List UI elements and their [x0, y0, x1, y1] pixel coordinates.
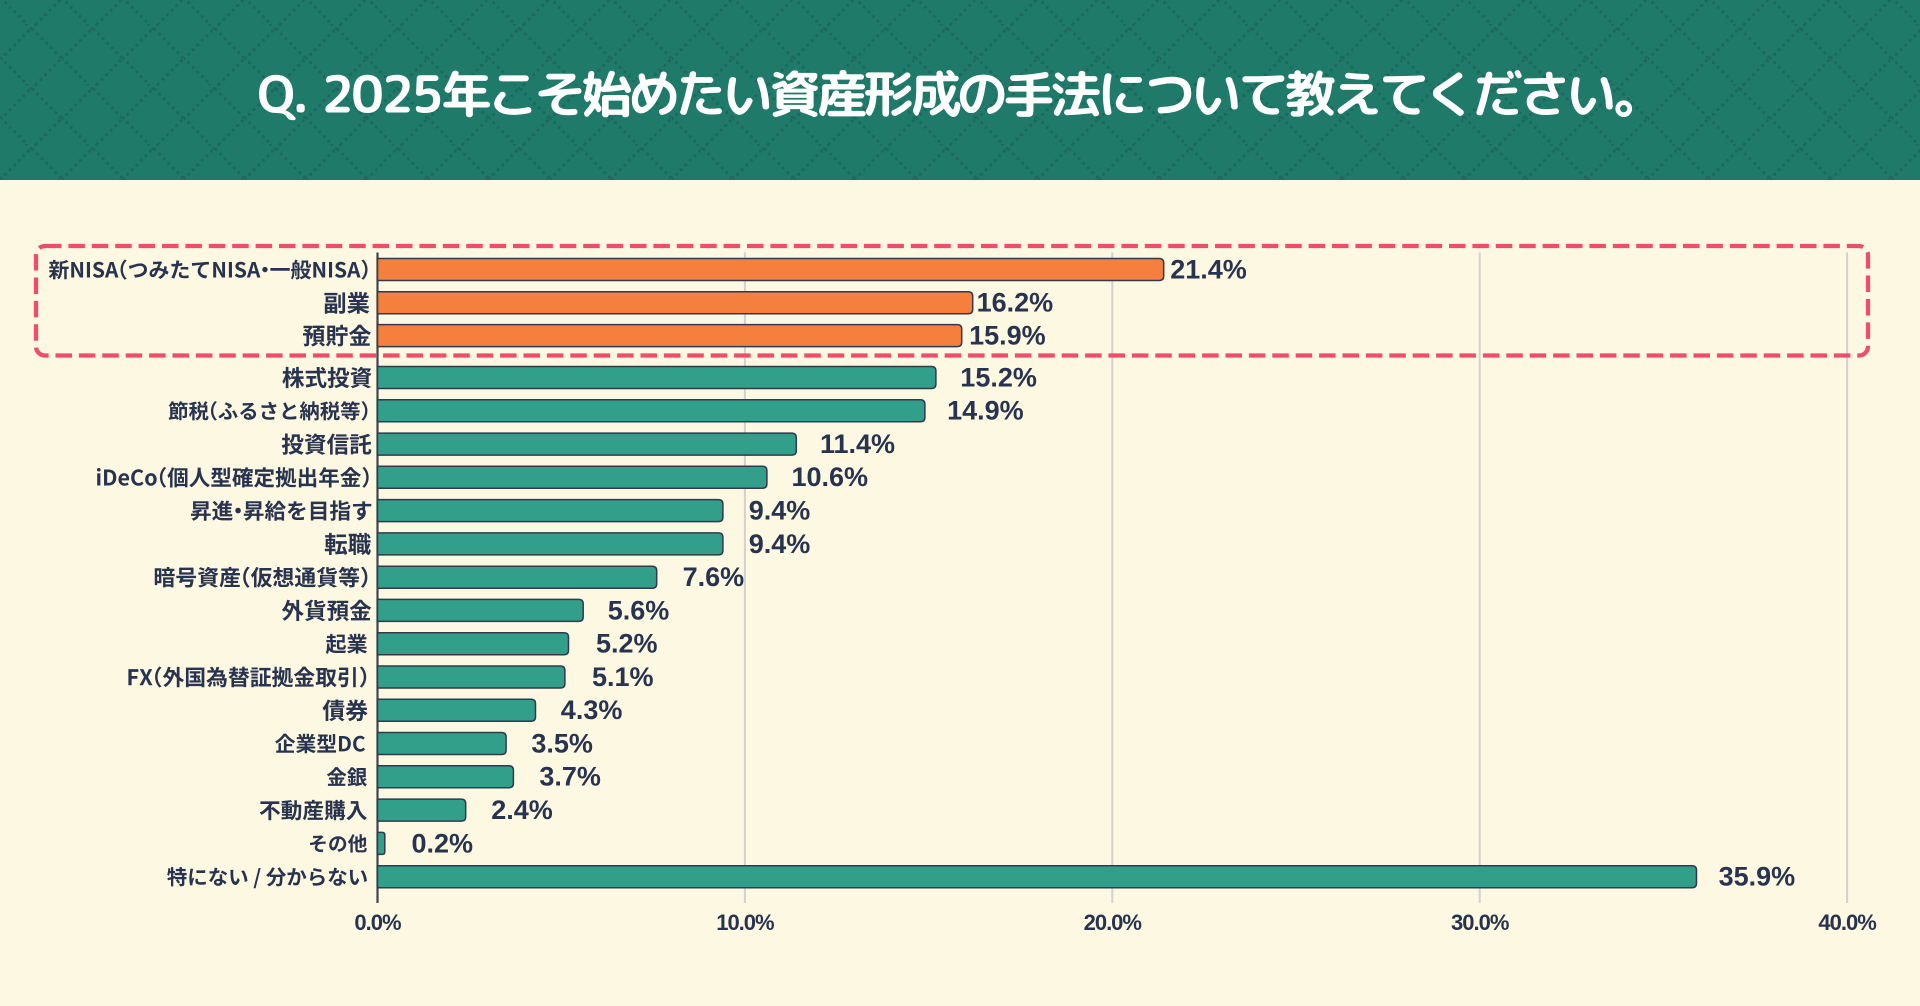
- svg-text:40.0%: 40.0%: [1818, 910, 1876, 935]
- svg-text:4.3%: 4.3%: [561, 695, 623, 725]
- svg-text:14.9%: 14.9%: [947, 396, 1024, 426]
- svg-text:20.0%: 20.0%: [1084, 910, 1142, 935]
- svg-text:5.6%: 5.6%: [608, 595, 670, 625]
- svg-text:10.6%: 10.6%: [792, 462, 869, 492]
- svg-text:5.1%: 5.1%: [592, 662, 654, 692]
- svg-text:10.0%: 10.0%: [716, 910, 774, 935]
- svg-text:35.9%: 35.9%: [1719, 862, 1796, 892]
- svg-text:7.6%: 7.6%: [683, 562, 745, 592]
- svg-text:15.9%: 15.9%: [969, 321, 1046, 351]
- svg-text:9.4%: 9.4%: [749, 529, 811, 559]
- svg-text:3.5%: 3.5%: [531, 728, 593, 758]
- svg-text:11.4%: 11.4%: [820, 429, 895, 459]
- svg-text:3.7%: 3.7%: [539, 762, 601, 792]
- svg-text:0.0%: 0.0%: [354, 910, 401, 935]
- svg-text:5.2%: 5.2%: [596, 629, 658, 659]
- svg-text:0.2%: 0.2%: [412, 828, 474, 858]
- svg-text:16.2%: 16.2%: [977, 288, 1054, 318]
- svg-text:2.4%: 2.4%: [491, 795, 553, 825]
- svg-text:15.2%: 15.2%: [960, 362, 1037, 392]
- svg-text:30.0%: 30.0%: [1451, 910, 1509, 935]
- svg-text:21.4%: 21.4%: [1170, 254, 1247, 284]
- svg-text:9.4%: 9.4%: [749, 496, 811, 526]
